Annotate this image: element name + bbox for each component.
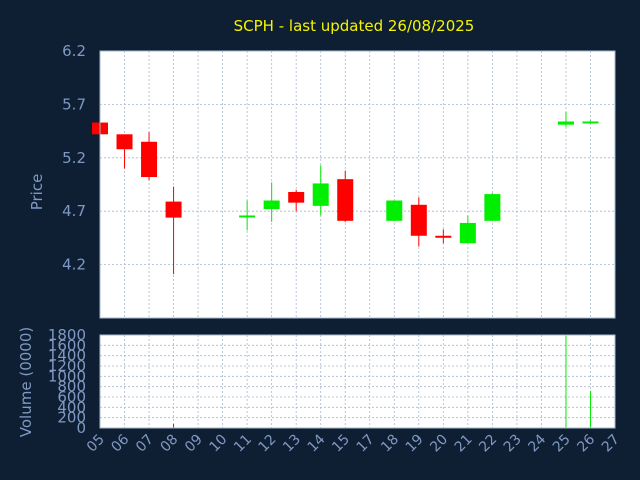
candle-body	[116, 134, 133, 150]
candle-body	[165, 201, 182, 218]
candle-body	[435, 235, 452, 238]
candle-body	[484, 194, 501, 221]
candle-body	[312, 183, 329, 206]
volume-frame	[99, 334, 616, 429]
volume-tick-label: 1600	[48, 336, 86, 354]
volume-axis-label: Volume (0000)	[17, 327, 35, 437]
x-axis-label: Day	[333, 457, 363, 475]
price-tick-label: 6.2	[62, 42, 86, 60]
volume-tick-label: 400	[57, 398, 86, 416]
price-tick-label: 5.7	[62, 95, 86, 113]
chart-title: SCPH - last updated 26/08/2025	[234, 17, 475, 35]
price-y-ticks: 6.2 5.7 5.2 4.7 4.2	[62, 42, 86, 274]
volume-tick-label: 1800	[48, 326, 86, 344]
volume-tick-label: 1200	[48, 357, 86, 375]
candles	[92, 111, 599, 275]
candle-body	[410, 204, 427, 236]
price-frame	[99, 50, 616, 319]
volume-tick-label: 800	[57, 378, 86, 396]
candle-body	[263, 200, 280, 210]
volume-tick-label: 1400	[48, 347, 86, 365]
volume-plot-area	[100, 335, 615, 428]
volume-bars	[173, 336, 591, 428]
price-tick-label: 4.2	[62, 256, 86, 274]
price-axis-label: Price	[28, 174, 46, 211]
volume-tick-label: 600	[57, 388, 86, 406]
price-plot-area	[100, 51, 615, 318]
volume-tick-label: 1000	[48, 367, 86, 385]
candle-body	[557, 121, 574, 125]
candle-body	[459, 222, 476, 244]
candle-body	[239, 215, 256, 218]
candle-body	[337, 179, 354, 221]
volume-tick-label: 0	[76, 419, 86, 437]
price-grid	[99, 50, 616, 318]
candle-body	[582, 121, 599, 124]
candle-body	[386, 200, 403, 221]
candle-body	[141, 141, 158, 178]
price-tick-label: 4.7	[62, 202, 86, 220]
volume-tick-label: 200	[57, 409, 86, 427]
candle-body	[288, 191, 305, 203]
price-tick-label: 5.2	[62, 149, 86, 167]
